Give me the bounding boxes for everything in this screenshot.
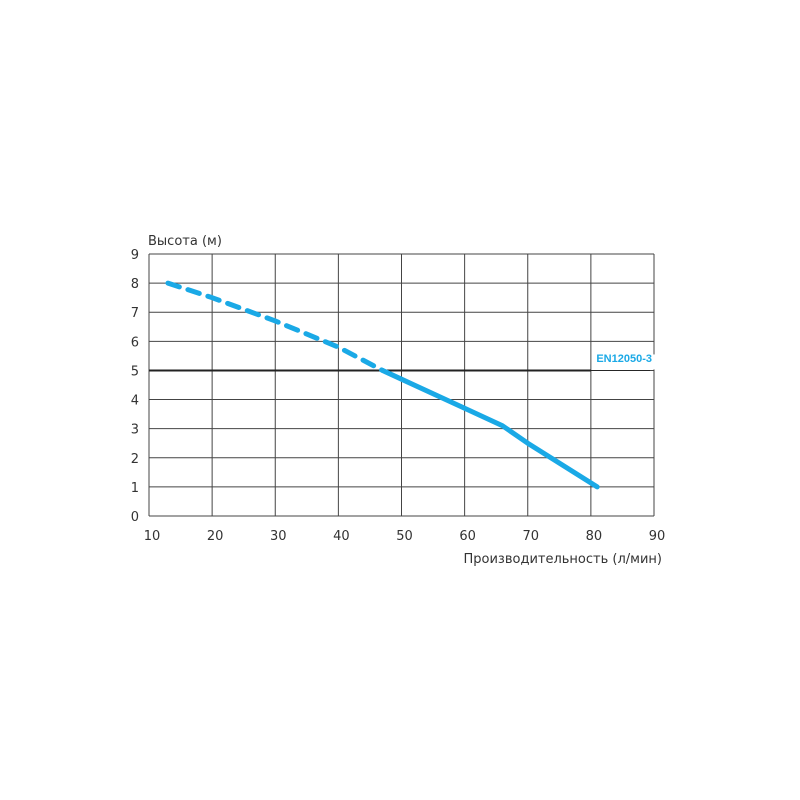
x-axis-label: Производительность (л/мин) [464, 552, 663, 567]
x-tick-label: 50 [396, 529, 413, 544]
x-tick-label: 90 [649, 529, 666, 544]
x-tick-label: 80 [586, 529, 603, 544]
reference-line-label: EN12050-3 [596, 353, 652, 365]
series-group [165, 280, 600, 490]
x-tick-label: 60 [459, 529, 476, 544]
y-tick-label: 2 [131, 452, 139, 467]
grid [148, 253, 655, 517]
x-tick-label: 30 [270, 529, 287, 544]
y-tick-label: 0 [131, 510, 139, 525]
y-tick-label: 1 [131, 481, 139, 496]
y-tick-label: 5 [131, 364, 139, 379]
x-tick-label: 20 [207, 529, 224, 544]
y-tick-label: 4 [131, 394, 139, 409]
y-axis-label: Высота (м) [148, 234, 222, 249]
y-tick-label: 3 [131, 423, 139, 438]
y-tick-label: 7 [131, 306, 139, 321]
curve-solid [380, 367, 600, 490]
y-tick-label: 8 [131, 277, 139, 292]
x-ticks: 10 20 30 40 50 60 70 80 90 [144, 529, 666, 544]
x-tick-label: 70 [522, 529, 539, 544]
reference-label-background [594, 354, 656, 370]
x-tick-label: 10 [144, 529, 161, 544]
y-tick-label: 6 [131, 335, 139, 350]
x-tick-label: 40 [333, 529, 350, 544]
y-tick-label: 9 [131, 248, 139, 263]
y-ticks: 0 1 2 3 4 5 6 7 8 9 [131, 248, 139, 525]
reference-line-group [149, 354, 656, 372]
curve-dashed [165, 280, 386, 373]
